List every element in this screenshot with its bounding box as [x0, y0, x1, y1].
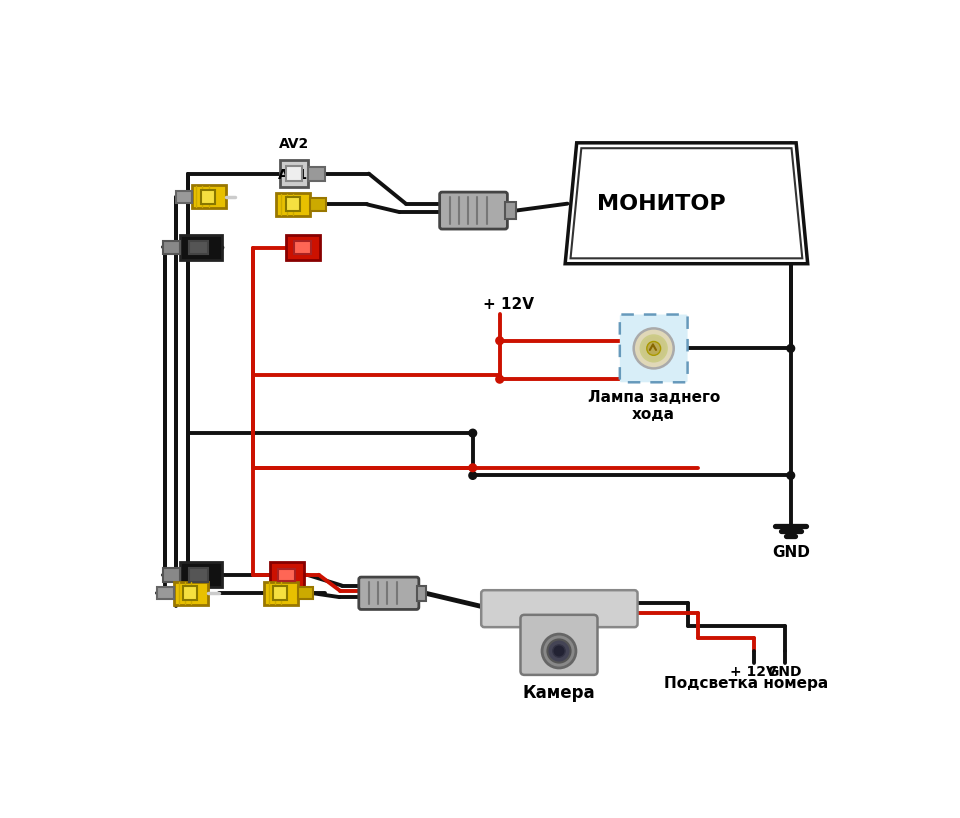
Circle shape [496, 337, 504, 344]
Bar [180, 563, 223, 587]
Circle shape [496, 375, 504, 383]
Circle shape [553, 645, 565, 657]
Bar [276, 193, 310, 216]
Polygon shape [570, 148, 803, 258]
Bar [163, 568, 180, 582]
Polygon shape [565, 143, 807, 263]
Text: + 12V: + 12V [483, 297, 534, 312]
Bar [310, 198, 325, 210]
Bar [308, 167, 324, 181]
Bar [189, 568, 208, 582]
FancyBboxPatch shape [481, 591, 637, 627]
Bar [177, 191, 192, 203]
Circle shape [547, 640, 570, 663]
Text: + 12V: + 12V [731, 665, 778, 679]
Bar [274, 587, 287, 600]
Bar [294, 241, 311, 254]
Text: Камера: Камера [522, 684, 595, 702]
Bar [180, 236, 223, 260]
Bar [417, 586, 426, 601]
Circle shape [634, 328, 674, 368]
Bar [264, 582, 298, 605]
Circle shape [468, 464, 476, 472]
Text: Подсветка номера: Подсветка номера [664, 676, 828, 691]
Text: МОНИТОР: МОНИТОР [597, 194, 726, 213]
Bar [189, 240, 208, 254]
Text: AV1: AV1 [278, 168, 308, 182]
FancyBboxPatch shape [620, 315, 687, 382]
Text: GND: GND [772, 545, 809, 560]
Bar [286, 197, 300, 211]
Bar [157, 587, 174, 600]
Circle shape [468, 429, 476, 437]
Bar [174, 582, 208, 605]
Bar [163, 240, 180, 254]
Bar [280, 160, 308, 187]
Circle shape [542, 634, 576, 668]
Circle shape [640, 335, 667, 362]
Bar [298, 587, 313, 600]
Circle shape [787, 472, 795, 479]
Bar [286, 236, 321, 260]
FancyBboxPatch shape [359, 578, 419, 609]
Text: Лампа заднего
хода: Лампа заднего хода [588, 390, 720, 422]
FancyBboxPatch shape [440, 192, 508, 229]
FancyBboxPatch shape [520, 615, 597, 675]
Bar [192, 185, 226, 209]
Bar [183, 587, 197, 600]
Circle shape [647, 341, 660, 355]
Bar [271, 563, 304, 587]
Circle shape [468, 472, 476, 479]
Text: AV2: AV2 [279, 137, 309, 151]
Bar [278, 569, 295, 581]
Bar [286, 166, 301, 182]
Circle shape [787, 344, 795, 353]
Text: GND: GND [767, 665, 802, 679]
Bar [505, 202, 516, 219]
Bar [201, 190, 215, 204]
